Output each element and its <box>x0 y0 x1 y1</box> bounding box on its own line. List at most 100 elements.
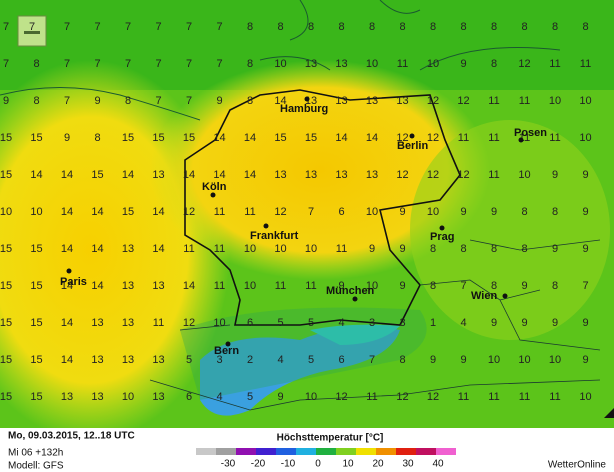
grid-value: 5 <box>277 317 283 329</box>
grid-value: 10 <box>122 391 134 403</box>
grid-value: 10 <box>549 354 561 366</box>
grid-value: 6 <box>338 354 344 366</box>
grid-value: 11 <box>488 169 499 181</box>
color-step <box>436 448 456 455</box>
city-dot <box>263 223 269 229</box>
grid-value: 3 <box>399 317 405 329</box>
grid-value: 9 <box>552 243 558 255</box>
grid-value: 13 <box>305 169 317 181</box>
grid-value: 8 <box>521 206 527 218</box>
grid-value: 11 <box>366 391 377 403</box>
grid-value: 13 <box>152 354 164 366</box>
grid-value: 14 <box>213 169 225 181</box>
city-label: Prag <box>430 231 454 243</box>
grid-value: 11 <box>214 243 225 255</box>
grid-value: 11 <box>488 95 499 107</box>
grid-value: 8 <box>33 95 39 107</box>
grid-value: 14 <box>183 280 195 292</box>
grid-value: 8 <box>491 243 497 255</box>
grid-value: 9 <box>338 280 344 292</box>
city-label: Berlin <box>397 140 428 152</box>
grid-value: 15 <box>122 132 134 144</box>
grid-value: 9 <box>491 317 497 329</box>
grid-value: 12 <box>457 169 469 181</box>
grid-value: 7 <box>186 58 192 70</box>
grid-value: 11 <box>458 132 469 144</box>
scale-label: -30 <box>221 459 236 470</box>
grid-value: 9 <box>216 95 222 107</box>
grid-value: 14 <box>122 169 134 181</box>
grid-value: 9 <box>399 243 405 255</box>
grid-value: 14 <box>366 132 378 144</box>
coastline <box>0 0 561 121</box>
grid-value: 11 <box>153 317 164 329</box>
grid-value: 9 <box>94 95 100 107</box>
scale-label: 10 <box>342 459 354 470</box>
color-step <box>216 448 236 455</box>
grid-value: 12 <box>457 95 469 107</box>
grid-value: 14 <box>183 169 195 181</box>
grid-value: 14 <box>274 95 286 107</box>
date-label: Mo, 09.03.2015, 12..18 UTC <box>8 431 135 442</box>
grid-value: 13 <box>91 391 103 403</box>
grid-value: 12 <box>427 95 439 107</box>
cold-alps-edge <box>310 324 400 345</box>
grid-value: 14 <box>244 132 256 144</box>
grid-value: 7 <box>3 58 9 70</box>
scale-label: 0 <box>315 459 321 470</box>
color-step <box>236 448 256 455</box>
scale-label: -20 <box>251 459 266 470</box>
grid-value: 13 <box>335 95 347 107</box>
grid-value: 12 <box>427 132 439 144</box>
grid-value: 9 <box>491 206 497 218</box>
color-step <box>276 448 296 455</box>
grid-value: 15 <box>122 206 134 218</box>
grid-value: 11 <box>397 58 408 70</box>
grid-value: 10 <box>274 243 286 255</box>
grid-value: 11 <box>519 391 530 403</box>
grid-value: 7 <box>155 58 161 70</box>
grid-value: 9 <box>582 317 588 329</box>
grid-value: 14 <box>213 132 225 144</box>
grid-value: 15 <box>0 169 12 181</box>
grid-value: 9 <box>460 58 466 70</box>
grid-value: 8 <box>552 280 558 292</box>
grid-value: 12 <box>427 391 439 403</box>
grid-value: 11 <box>214 280 225 292</box>
grid-value: 5 <box>186 354 192 366</box>
grid-value: 5 <box>247 391 253 403</box>
grid-value: 8 <box>460 21 466 33</box>
grid-value: 9 <box>430 354 436 366</box>
grid-value: 9 <box>399 280 405 292</box>
city-dot <box>66 268 72 274</box>
grid-value: 8 <box>552 206 558 218</box>
scale-label: 30 <box>402 459 414 470</box>
grid-value: 15 <box>0 354 12 366</box>
grid-value: 14 <box>61 169 73 181</box>
grid-value: 6 <box>247 317 253 329</box>
alps-green <box>180 307 427 400</box>
color-step <box>296 448 316 455</box>
color-step <box>196 448 216 455</box>
grid-value: 15 <box>30 317 42 329</box>
grid-value: 14 <box>30 169 42 181</box>
grid-value: 7 <box>125 21 131 33</box>
grid-value: 9 <box>552 317 558 329</box>
grid-value: 7 <box>308 206 314 218</box>
temperature-grid: 7 7 7 7 7 7 7 8 8 8 8 8 8 8 8 8 8 8 87 8 7 7 7 7 7 7 8 10 13 13 10 11 10… <box>0 21 592 403</box>
run-label: Mi 06 +132h <box>8 448 63 459</box>
grid-value: 8 <box>338 21 344 33</box>
grid-value: 11 <box>519 95 530 107</box>
grid-value: 9 <box>369 243 375 255</box>
grid-value: 11 <box>549 132 560 144</box>
city-dot <box>439 225 445 231</box>
grid-value: 5 <box>308 317 314 329</box>
grid-value: 13 <box>152 391 164 403</box>
grid-value: 15 <box>152 132 164 144</box>
germany-border <box>184 89 461 326</box>
city-label: München <box>326 285 375 297</box>
grid-value: 8 <box>369 21 375 33</box>
grid-value: 11 <box>488 391 499 403</box>
grid-value: 11 <box>305 280 316 292</box>
grid-value: 10 <box>244 280 256 292</box>
